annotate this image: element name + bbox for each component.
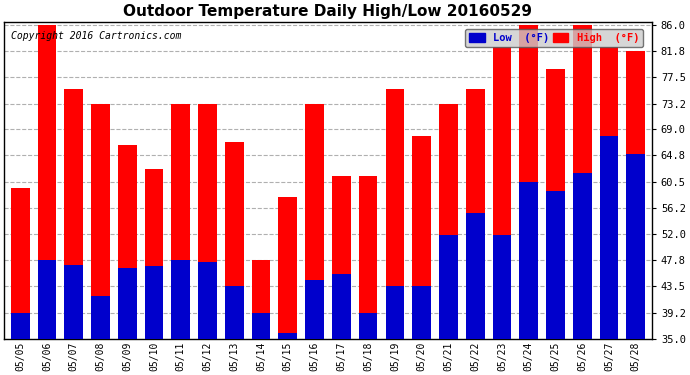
Bar [118,268,137,339]
Bar [413,136,431,339]
Bar [11,313,30,339]
Bar [332,176,351,339]
Bar [386,286,404,339]
Bar [466,89,484,339]
Bar [413,286,431,339]
Bar [279,197,297,339]
Bar [627,51,645,339]
Bar [359,313,377,339]
Bar [198,262,217,339]
Legend: Low  (°F), High  (°F): Low (°F), High (°F) [465,28,643,47]
Bar [38,260,57,339]
Bar [493,235,511,339]
Bar [600,136,618,339]
Bar [118,145,137,339]
Bar [91,296,110,339]
Bar [171,104,190,339]
Bar [305,104,324,339]
Bar [546,69,565,339]
Bar [520,25,538,339]
Bar [573,25,591,339]
Bar [279,333,297,339]
Bar [64,89,83,339]
Bar [600,47,618,339]
Bar [332,274,351,339]
Bar [64,265,83,339]
Bar [198,104,217,339]
Bar [145,170,164,339]
Bar [225,286,244,339]
Bar [38,25,57,339]
Bar [439,104,457,339]
Bar [11,188,30,339]
Bar [439,235,457,339]
Bar [171,260,190,339]
Bar [627,154,645,339]
Bar [546,191,565,339]
Bar [493,47,511,339]
Title: Outdoor Temperature Daily High/Low 20160529: Outdoor Temperature Daily High/Low 20160… [124,4,533,19]
Bar [91,104,110,339]
Bar [252,313,270,339]
Bar [386,89,404,339]
Bar [145,266,164,339]
Text: Copyright 2016 Cartronics.com: Copyright 2016 Cartronics.com [10,31,181,41]
Bar [573,172,591,339]
Bar [359,176,377,339]
Bar [520,182,538,339]
Bar [305,280,324,339]
Bar [252,260,270,339]
Bar [466,213,484,339]
Bar [225,142,244,339]
